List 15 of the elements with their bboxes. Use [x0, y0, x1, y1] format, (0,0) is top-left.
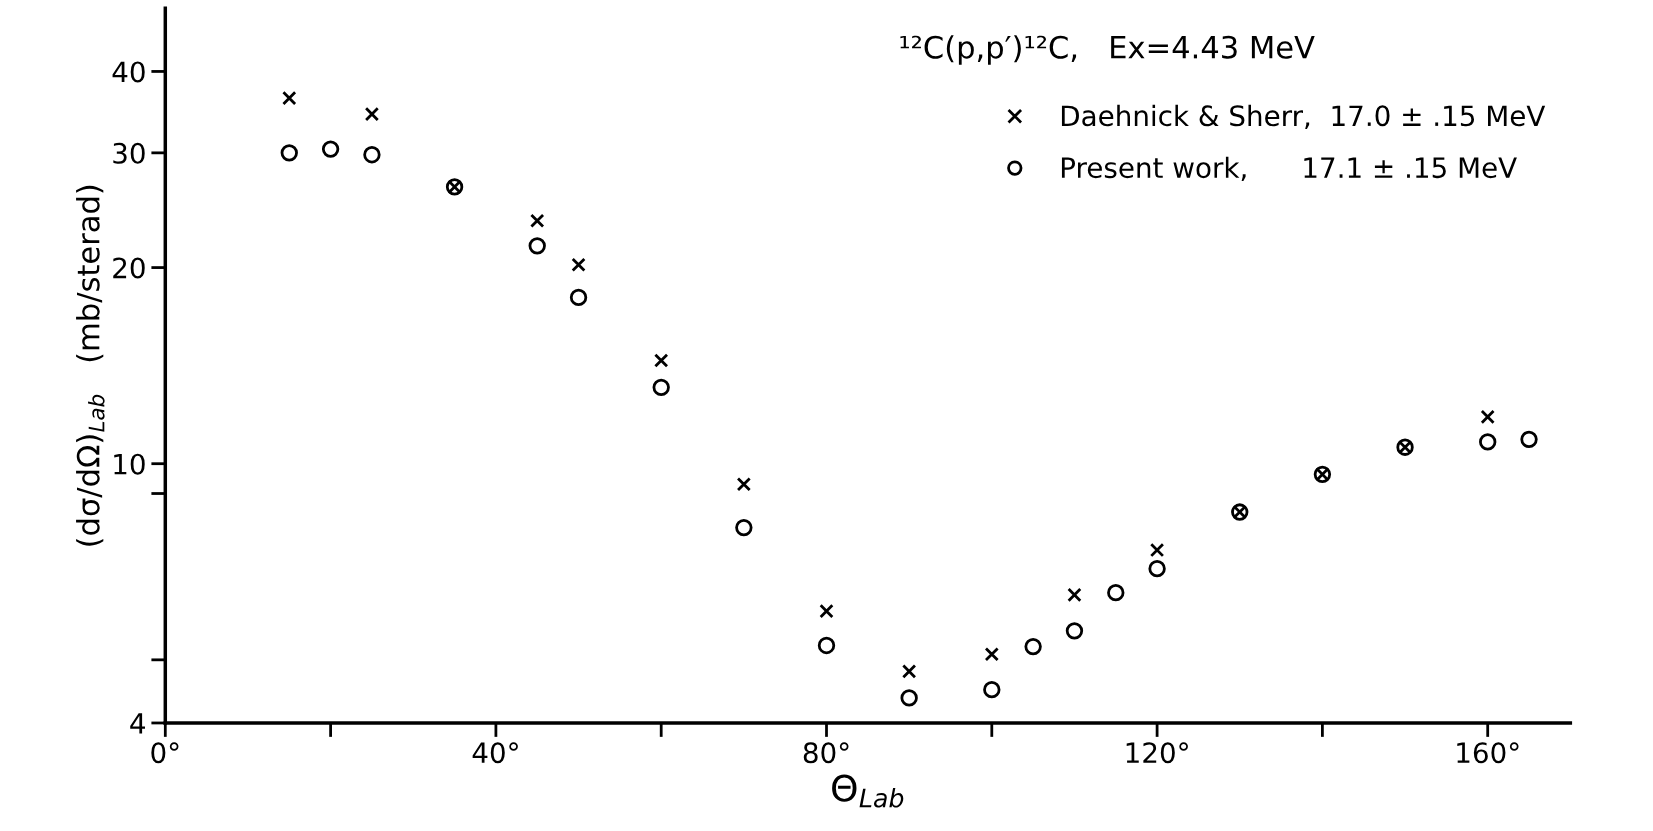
y-tick-label: 40	[112, 61, 145, 83]
x-tick-label: 40°	[472, 742, 518, 764]
legend-label: Present work, 17.1 ± .15 MeV	[1061, 156, 1517, 181]
x-tick-label: 120°	[1126, 742, 1188, 764]
y-tick-label: 30	[113, 142, 145, 164]
legend-label: Daehnick & Sherr, 17.0 ± .15 MeV	[1061, 104, 1546, 130]
x-axis-title: Θ$_{Lab}$	[832, 774, 904, 808]
y-tick-label: 20	[113, 257, 145, 279]
x-tick-label: 0°	[151, 742, 179, 764]
text: ¹²C(p,p′)¹²C, Ex=4.43 MeV	[900, 35, 1315, 65]
y-tick-label: 10	[114, 453, 145, 475]
x-tick-label: 80°	[803, 742, 849, 764]
x-tick-label: 160°	[1457, 742, 1519, 764]
text: (dσ/dΩ)$_{Lab}$ (mb/sterad)	[76, 185, 105, 546]
y-tick-label: 4	[130, 713, 145, 734]
